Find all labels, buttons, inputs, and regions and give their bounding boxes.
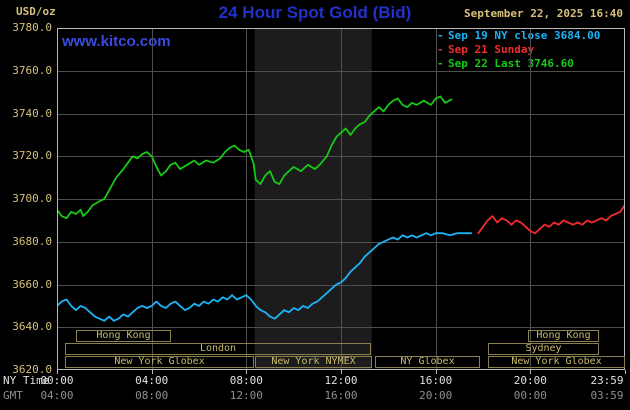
- x-axis-tickmark: [436, 370, 437, 374]
- x-axis-tickmark: [341, 370, 342, 374]
- chart-title: 24 Hour Spot Gold (Bid): [218, 3, 412, 22]
- x-axis-tickmark: [530, 370, 531, 374]
- gmt-tick-label: 00:00: [513, 389, 547, 402]
- gmt-tick-label: 12:00: [229, 389, 263, 402]
- plot-area: [56, 28, 626, 370]
- legend-item: - Sep 19 NY close 3684.00: [437, 29, 600, 43]
- legend-item: - Sep 21 Sunday: [437, 43, 600, 57]
- market-session-label: London: [199, 344, 237, 354]
- kitco-watermark-link[interactable]: www.kitco.com: [62, 33, 171, 50]
- ny-time-tick-label: 00:00: [40, 374, 74, 387]
- legend-label: Sep 22 Last 3746.60: [448, 57, 574, 70]
- market-session-box: Sydney: [488, 343, 599, 355]
- price-line: [477, 204, 626, 235]
- market-session-box: London: [65, 343, 371, 355]
- gmt-tick-label: 16:00: [324, 389, 358, 402]
- ny-time-axis-caption: NY Time: [3, 374, 50, 387]
- y-axis-tick-label: 3660.0: [12, 277, 52, 291]
- market-session-box: New York NYMEX: [255, 356, 372, 368]
- plot-border: [57, 28, 625, 370]
- market-session-box: Hong Kong: [76, 330, 171, 342]
- legend-dash-marker: -: [437, 29, 444, 42]
- legend-item: - Sep 22 Last 3746.60: [437, 57, 600, 71]
- y-axis-tick-label: 3720.0: [12, 149, 52, 163]
- market-session-box: Hong Kong: [528, 330, 599, 342]
- gmt-tick-label: 20:00: [419, 389, 453, 402]
- y-axis-tick-label: 3680.0: [12, 234, 52, 248]
- gmt-tick-label: 03:59: [590, 389, 624, 402]
- legend-label: Sep 21 Sunday: [448, 43, 535, 56]
- legend-dash-marker: -: [437, 57, 444, 70]
- market-session-box: New York Globex: [65, 356, 254, 368]
- y-axis-tick-label: 3760.0: [12, 63, 52, 77]
- price-series-svg: [56, 28, 626, 370]
- market-session-box: New York Globex: [488, 356, 625, 368]
- market-session-box: NY Globex: [375, 356, 480, 368]
- legend-dash-marker: -: [437, 43, 444, 56]
- ny-time-tick-label: 16:00: [419, 374, 453, 387]
- y-axis-tick-label: 3640.0: [12, 320, 52, 334]
- ny-time-tick-label: 23:59: [590, 374, 624, 387]
- legend-label: Sep 19 NY close 3684.00: [448, 29, 601, 42]
- y-axis-tick-label: 3780.0: [12, 21, 52, 34]
- price-line: [56, 232, 473, 322]
- price-line: [56, 95, 453, 220]
- ny-time-tick-label: 12:00: [324, 374, 358, 387]
- x-axis-tickmark: [246, 370, 247, 374]
- x-axis-tickmark: [152, 370, 153, 374]
- market-session-label: New York Globex: [114, 357, 205, 367]
- y-axis-tick-label: 3740.0: [12, 106, 52, 120]
- market-session-label: Hong Kong: [536, 331, 591, 341]
- market-session-label: Sydney: [525, 344, 562, 354]
- chart-datetime-label: September 22, 2025 16:40: [464, 7, 623, 20]
- gmt-tick-label: 04:00: [40, 389, 74, 402]
- y-axis-tick-label: 3700.0: [12, 192, 52, 205]
- legend: - Sep 19 NY close 3684.00- Sep 21 Sunday - S…: [437, 29, 600, 71]
- y-axis-units-label: USD/oz: [16, 5, 56, 18]
- ny-time-tick-label: 04:00: [135, 374, 169, 387]
- gmt-axis-caption: GMT: [3, 389, 23, 402]
- market-session-label: Hong Kong: [96, 331, 151, 341]
- ny-time-tick-label: 20:00: [513, 374, 547, 387]
- ny-time-tick-label: 08:00: [229, 374, 263, 387]
- x-axis-tickmark: [625, 370, 626, 374]
- market-session-label: NY Globex: [400, 357, 455, 367]
- y-axis-tick-label: 3620.0: [12, 363, 52, 376]
- market-session-label: New York Globex: [511, 357, 602, 367]
- x-axis-tickmark: [57, 370, 58, 374]
- market-session-label: New York NYMEX: [271, 357, 356, 367]
- gmt-tick-label: 08:00: [135, 389, 169, 402]
